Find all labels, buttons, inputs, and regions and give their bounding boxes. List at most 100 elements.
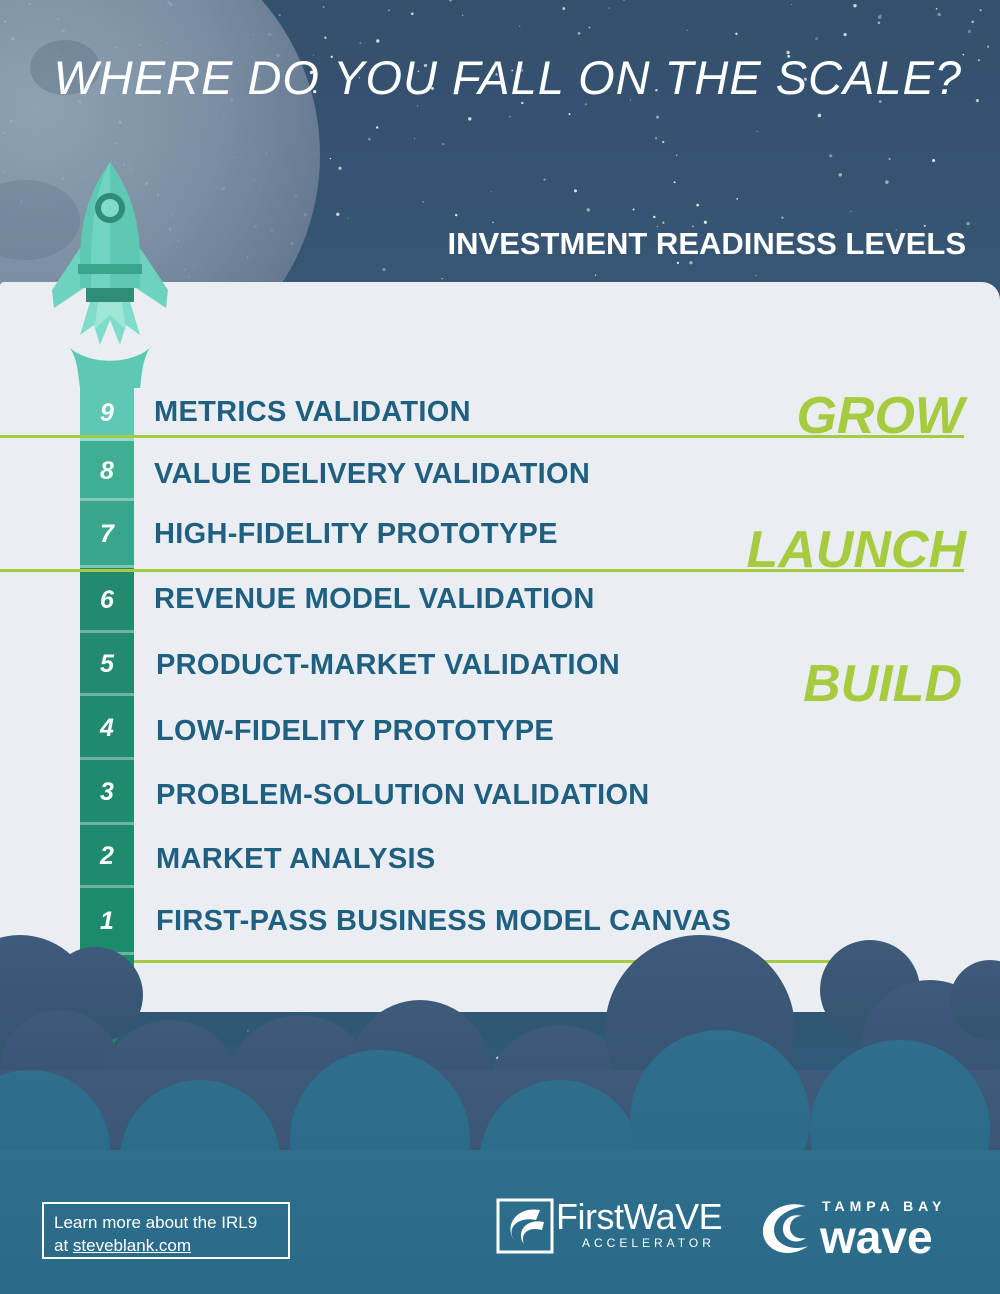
star-dot <box>676 154 678 156</box>
star-dot <box>662 140 665 144</box>
star-dot <box>382 267 386 272</box>
levels-panel <box>0 282 1000 1012</box>
steveblank-link[interactable]: steveblank.com <box>72 1236 192 1255</box>
star-dot <box>755 274 757 277</box>
star-dot <box>518 25 521 28</box>
level-number-7: 7 <box>80 501 134 568</box>
star-dot <box>468 117 472 121</box>
stage-build: BUILD <box>803 655 962 713</box>
firstwave-name: FirstWaVE <box>556 1196 723 1237</box>
star-dot <box>313 54 315 56</box>
star-dot <box>490 191 492 193</box>
star-dot <box>850 210 852 212</box>
star-dot <box>815 37 818 41</box>
star-dot <box>247 1030 249 1032</box>
tampa-bay-wave-logo: TAMPA BAY wave <box>756 1196 970 1263</box>
star-dot <box>977 59 980 62</box>
star-dot <box>368 137 371 141</box>
star-dot <box>416 105 419 107</box>
level-number-8: 8 <box>80 441 134 501</box>
star-dot <box>410 12 414 16</box>
star-dot <box>880 14 882 16</box>
star-dot <box>654 137 658 140</box>
star-dot <box>787 54 791 58</box>
star-dot <box>703 220 707 224</box>
star-dot <box>329 157 332 160</box>
star-dot <box>629 99 632 101</box>
star-dot <box>735 32 738 35</box>
star-dot <box>449 0 452 2</box>
firstwave-logo-icon <box>496 1198 554 1254</box>
star-dot <box>689 261 693 265</box>
star-dot <box>932 159 936 162</box>
stage-grow: GROW <box>796 387 964 445</box>
star-dot <box>653 215 656 219</box>
star-dot <box>520 69 524 72</box>
level-label-9: METRICS VALIDATION <box>154 396 471 428</box>
learn-more-box: Learn more about the IRL9 at steveblank.… <box>42 1202 290 1259</box>
star-dot <box>986 45 990 48</box>
star-dot <box>817 113 822 118</box>
star-dot <box>686 29 688 32</box>
star-dot <box>417 70 420 73</box>
star-dot <box>577 31 581 35</box>
level-label-7: HIGH-FIDELITY PROTOTYPE <box>154 518 558 550</box>
star-dot <box>330 55 333 58</box>
star-dot <box>495 73 498 76</box>
star-dot <box>632 208 635 211</box>
star-dot <box>673 181 676 184</box>
star-dot <box>911 64 913 66</box>
star-dot <box>594 274 597 276</box>
learn-more-text: Learn more about the IRL9 <box>54 1213 258 1232</box>
star-dot <box>937 12 941 17</box>
star-dot <box>962 53 965 56</box>
star-dot <box>829 154 833 158</box>
base-divider <box>134 960 846 963</box>
star-dot <box>574 189 577 193</box>
star-dot <box>543 178 546 181</box>
level-label-5: PRODUCT-MARKET VALIDATION <box>156 649 620 681</box>
star-dot <box>309 70 314 75</box>
star-dot <box>388 9 390 11</box>
star-dot <box>492 221 494 224</box>
star-dot <box>423 63 428 68</box>
level-number-2: 2 <box>80 825 134 888</box>
star-dot <box>521 101 524 105</box>
firstwave-logo: FirstWaVE ACCELERATOR <box>496 1196 726 1256</box>
wave-text: wave <box>820 1211 933 1263</box>
level-number-6: 6 <box>80 568 134 633</box>
star-dot <box>979 9 982 12</box>
star-dot <box>655 115 660 119</box>
star-dot <box>431 87 434 90</box>
star-dot <box>815 89 819 92</box>
star-dot <box>696 203 700 207</box>
star-dot <box>568 113 571 116</box>
star-dot <box>322 6 325 8</box>
firstwave-subtitle: ACCELERATOR <box>582 1236 715 1250</box>
star-dot <box>376 39 380 43</box>
star-dot <box>895 229 898 231</box>
star-dot <box>888 157 891 161</box>
level-label-3: PROBLEM-SOLUTION VALIDATION <box>156 779 650 811</box>
grow-divider <box>0 435 964 438</box>
page-subtitle: INVESTMENT READINESS LEVELS <box>447 226 966 261</box>
cloud-illustration <box>0 935 1000 1294</box>
star-dot <box>414 138 416 140</box>
star-dot <box>935 7 938 10</box>
tampa-bay-wave-logo-icon <box>762 1204 808 1253</box>
star-dot <box>967 29 972 34</box>
star-dot <box>338 166 342 170</box>
star-dot <box>975 99 979 103</box>
star-dot <box>971 20 974 24</box>
star-dot <box>359 42 362 44</box>
star-dot <box>454 213 458 217</box>
star-dot <box>324 36 327 39</box>
star-dot <box>838 173 843 177</box>
star-dot <box>336 212 340 217</box>
star-dot <box>358 77 360 79</box>
star-dot <box>923 224 926 227</box>
star-dot <box>803 77 807 81</box>
star-dot <box>786 50 790 55</box>
star-dot <box>853 4 857 8</box>
